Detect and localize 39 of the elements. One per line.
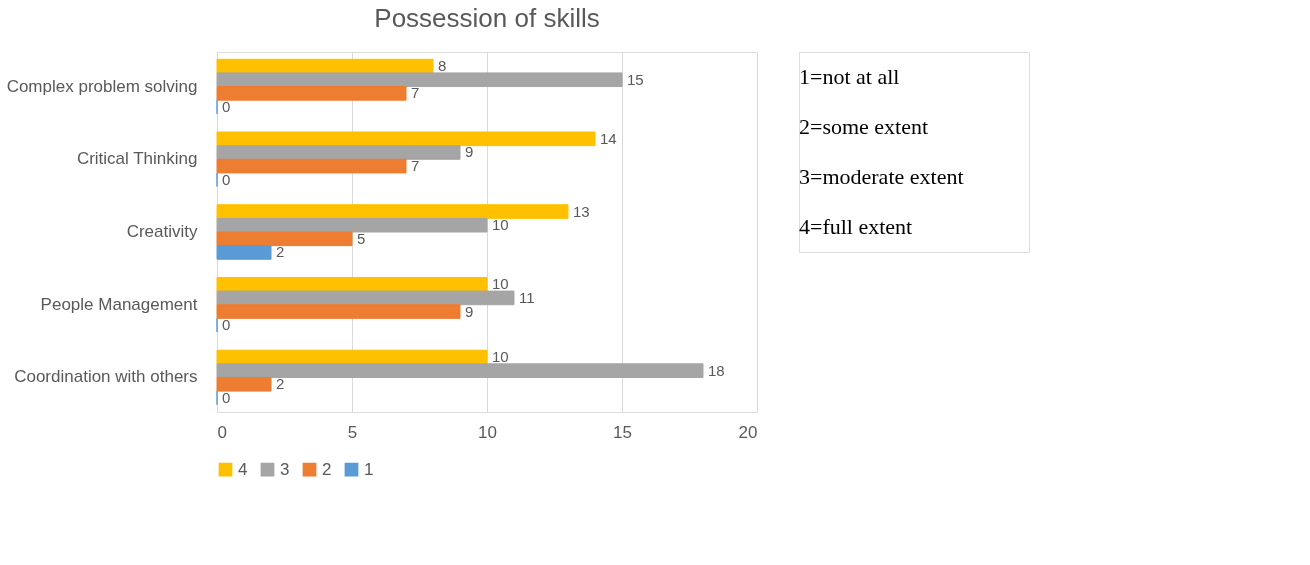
data-label: 15 xyxy=(627,70,644,88)
data-label: 5 xyxy=(357,229,366,247)
y-tick-label: Critical Thinking xyxy=(76,149,198,169)
data-label: 9 xyxy=(465,143,474,161)
data-label: 18 xyxy=(708,361,725,379)
data-label: 13 xyxy=(573,202,590,220)
data-label: 8 xyxy=(438,57,447,75)
data-label: 0 xyxy=(222,98,231,115)
data-label: 9 xyxy=(465,302,474,320)
data-label: 10 xyxy=(492,348,509,365)
data-label: 0 xyxy=(222,388,231,406)
x-tick-label: 15 xyxy=(613,422,632,442)
text: 1=not at all xyxy=(799,64,900,89)
chart-title: Possession of skills xyxy=(374,3,600,33)
data-label: 2 xyxy=(276,243,285,261)
x-tick-label: 0 xyxy=(217,422,227,442)
y-tick-label: Coordination with others xyxy=(14,367,198,387)
data-label: 2 xyxy=(276,375,285,393)
data-label: 0 xyxy=(222,170,231,188)
data-label: 7 xyxy=(411,157,420,175)
legend-label: 3 xyxy=(280,459,290,479)
x-tick-label: 20 xyxy=(738,422,758,442)
x-tick-label: 10 xyxy=(478,422,497,442)
legend-label: 2 xyxy=(322,459,332,479)
data-label: 0 xyxy=(222,316,231,334)
data-label: 11 xyxy=(519,288,535,306)
legend-label: 1 xyxy=(364,459,374,479)
y-tick-label: Complex problem solving xyxy=(6,76,198,96)
data-label: 14 xyxy=(600,129,617,147)
text: 2=some extent xyxy=(799,114,929,139)
data-label: 10 xyxy=(492,275,509,293)
text: 4=full extent xyxy=(799,214,913,239)
data-label: 10 xyxy=(492,216,509,234)
text: 3=moderate extent xyxy=(799,164,964,189)
x-tick-label: 5 xyxy=(347,422,358,442)
y-tick-label: Creativity xyxy=(126,222,198,241)
y-tick-label: People Management xyxy=(40,294,198,314)
data-label: 7 xyxy=(411,84,420,102)
legend-label: 4 xyxy=(238,459,248,479)
